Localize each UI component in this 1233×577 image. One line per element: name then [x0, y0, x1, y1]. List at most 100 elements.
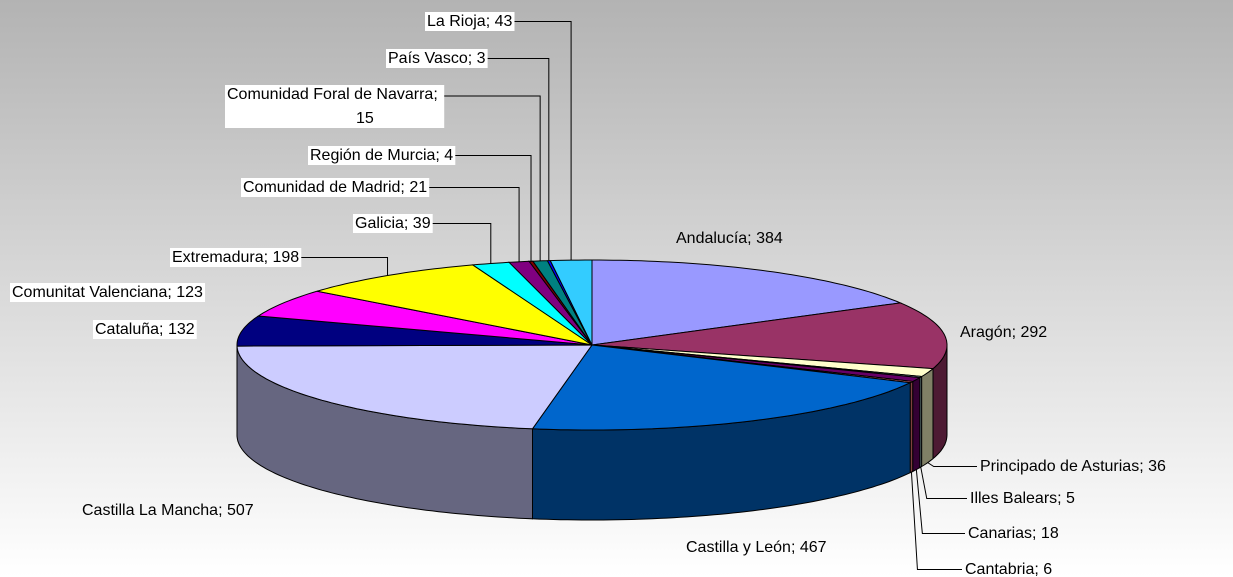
label-separator: ;	[1012, 324, 1021, 341]
label-text: Comunitat Valenciana; 123	[12, 284, 203, 301]
label-value: 467	[800, 539, 827, 556]
data-label: Andalucía; 384	[676, 230, 783, 247]
label-text: Canarias; 18	[968, 525, 1059, 542]
slice	[236, 344, 593, 430]
label-category: Castilla La Mancha	[82, 502, 218, 519]
label-value: 123	[176, 284, 203, 301]
label-value: 292	[1020, 324, 1047, 341]
label-separator: ;	[433, 86, 442, 103]
data-label: Canarias; 18	[968, 525, 1059, 542]
label-separator: ;	[435, 147, 444, 164]
label-separator: ;	[400, 179, 409, 196]
data-label: Illes Balears; 5	[970, 490, 1075, 507]
slice	[591, 302, 948, 370]
label-category: Cantabria	[965, 561, 1034, 577]
label-value: 39	[413, 215, 431, 232]
label-separator: ;	[404, 215, 413, 232]
label-box	[170, 248, 302, 267]
data-label: Castilla y León; 467	[686, 539, 827, 556]
label-value: 384	[756, 230, 783, 247]
label-text: Illes Balears; 5	[970, 490, 1075, 507]
data-label: Principado de Asturias; 36	[980, 458, 1166, 475]
label-box	[386, 49, 488, 68]
label-value: 3	[477, 50, 486, 67]
label-category: Canarias	[968, 525, 1032, 542]
label-text: Cataluña; 132	[95, 321, 195, 338]
label-text: Galicia; 39	[355, 215, 431, 232]
label-separator: ;	[1034, 561, 1043, 577]
label-category: Extremadura	[172, 249, 264, 266]
label-text: Región de Murcia; 4	[310, 147, 453, 164]
leader-line	[514, 21, 572, 261]
leader-line	[915, 469, 965, 534]
label-box	[10, 283, 206, 302]
label-category: Castilla y León	[686, 539, 791, 556]
label-category: Galicia	[355, 215, 404, 232]
label-text: La Rioja; 43	[427, 13, 512, 30]
label-separator: ;	[264, 249, 273, 266]
label-box	[353, 214, 433, 233]
data-label: Cantabria; 6	[965, 561, 1052, 577]
label-separator: ;	[1057, 490, 1066, 507]
leader-line	[432, 223, 492, 264]
walls	[236, 344, 948, 521]
label-value: 132	[168, 321, 195, 338]
label-text: Andalucía; 384	[676, 230, 783, 247]
slice-side	[912, 376, 921, 473]
label-box	[425, 12, 515, 31]
label-separator: ;	[167, 284, 176, 301]
data-label: Comunitat Valenciana; 123	[10, 283, 206, 302]
label-separator: ;	[747, 230, 756, 247]
label-text: País Vasco; 3	[388, 50, 486, 67]
slice	[531, 344, 913, 431]
label-value: 507	[227, 502, 254, 519]
slice	[256, 290, 593, 346]
leader-line	[455, 155, 532, 262]
label-text: Comunidad de Madrid; 21	[243, 179, 427, 196]
label-category: Principado de Asturias	[980, 458, 1139, 475]
label-category: Andalucía	[676, 230, 747, 247]
label-text: Castilla La Mancha; 507	[82, 502, 254, 519]
label-category: Comunidad Foral de Navarra	[227, 86, 433, 103]
slice	[591, 259, 903, 346]
label-text: Extremadura; 198	[172, 249, 299, 266]
label-separator: ;	[218, 502, 227, 519]
data-label: Galicia; 39	[353, 214, 433, 233]
label-category: Cataluña	[95, 321, 159, 338]
leader-line	[920, 466, 967, 499]
label-text: Principado de Asturias; 36	[980, 458, 1166, 475]
label-text: Aragón; 292	[960, 324, 1047, 341]
data-label: Región de Murcia; 4	[308, 146, 456, 165]
leader-line	[487, 58, 550, 261]
label-text: Comunidad Foral de Navarra; 15	[227, 86, 442, 127]
labels: Andalucía; 384 Aragón; 292 Principado de A…	[10, 12, 1166, 577]
leader-line	[444, 95, 541, 261]
slice-side	[921, 367, 934, 468]
label-value: 21	[409, 179, 427, 196]
data-label: La Rioja; 43	[425, 12, 515, 31]
label-category: Aragón	[960, 324, 1012, 341]
label-value: 15	[356, 110, 374, 127]
label-box	[308, 146, 456, 165]
label-box	[241, 178, 430, 197]
label-value: 18	[1041, 525, 1059, 542]
label-separator: ;	[1032, 525, 1041, 542]
label-text: Cantabria; 6	[965, 561, 1052, 577]
data-label: Extremadura; 198	[170, 248, 302, 267]
label-separator: ;	[486, 13, 495, 30]
label-category: País Vasco	[388, 50, 468, 67]
label-value: 6	[1043, 561, 1052, 577]
label-separator: ;	[1139, 458, 1148, 475]
data-label: Cataluña; 132	[93, 320, 197, 339]
label-value: 43	[495, 13, 513, 30]
label-value: 4	[444, 147, 453, 164]
label-separator: ;	[468, 50, 477, 67]
label-text: Castilla y León; 467	[686, 539, 827, 556]
leader-line	[301, 257, 389, 276]
data-label: Castilla La Mancha; 507	[82, 502, 254, 519]
label-category: Comunitat Valenciana	[12, 284, 167, 301]
label-box	[225, 85, 445, 128]
leader-line	[910, 472, 962, 570]
label-separator: ;	[791, 539, 800, 556]
label-separator: ;	[159, 321, 168, 338]
